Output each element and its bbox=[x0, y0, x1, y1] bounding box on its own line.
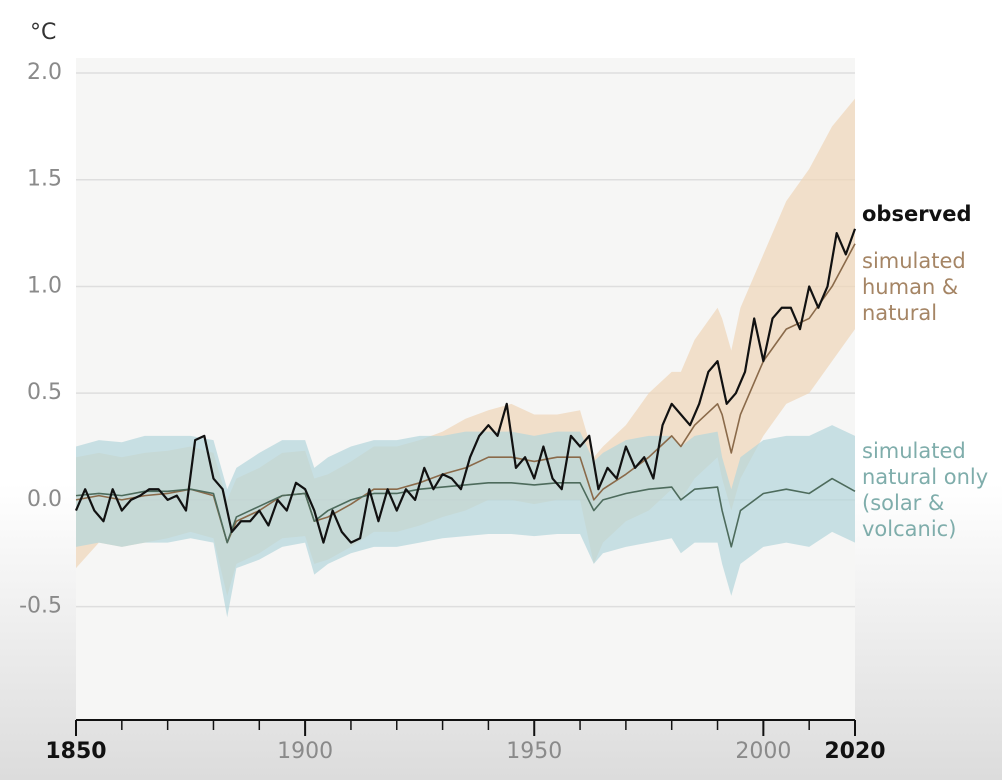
y-tick-label: 2.0 bbox=[27, 60, 62, 85]
x-tick-label: 1850 bbox=[45, 739, 106, 764]
range-band bbox=[76, 425, 855, 618]
y-tick-label: 0.5 bbox=[27, 380, 62, 405]
y-tick-label: -0.5 bbox=[19, 594, 62, 619]
series-line bbox=[75, 477, 856, 548]
x-tick-label: 1950 bbox=[506, 739, 562, 764]
x-tick-label: 2020 bbox=[824, 739, 885, 764]
y-tick-label: 0.0 bbox=[27, 487, 62, 512]
y-axis-unit: °C bbox=[30, 20, 56, 45]
y-tick-label: 1.0 bbox=[27, 273, 62, 298]
legend-label: observed bbox=[862, 202, 972, 226]
legend-label: simulated human & natural bbox=[862, 249, 966, 325]
x-tick-label: 1900 bbox=[277, 739, 333, 764]
legend-label: simulated natural only (solar & volcanic… bbox=[862, 439, 989, 541]
series-line bbox=[74, 228, 857, 544]
y-tick-label: 1.5 bbox=[27, 167, 62, 192]
x-tick-label: 2000 bbox=[735, 739, 791, 764]
